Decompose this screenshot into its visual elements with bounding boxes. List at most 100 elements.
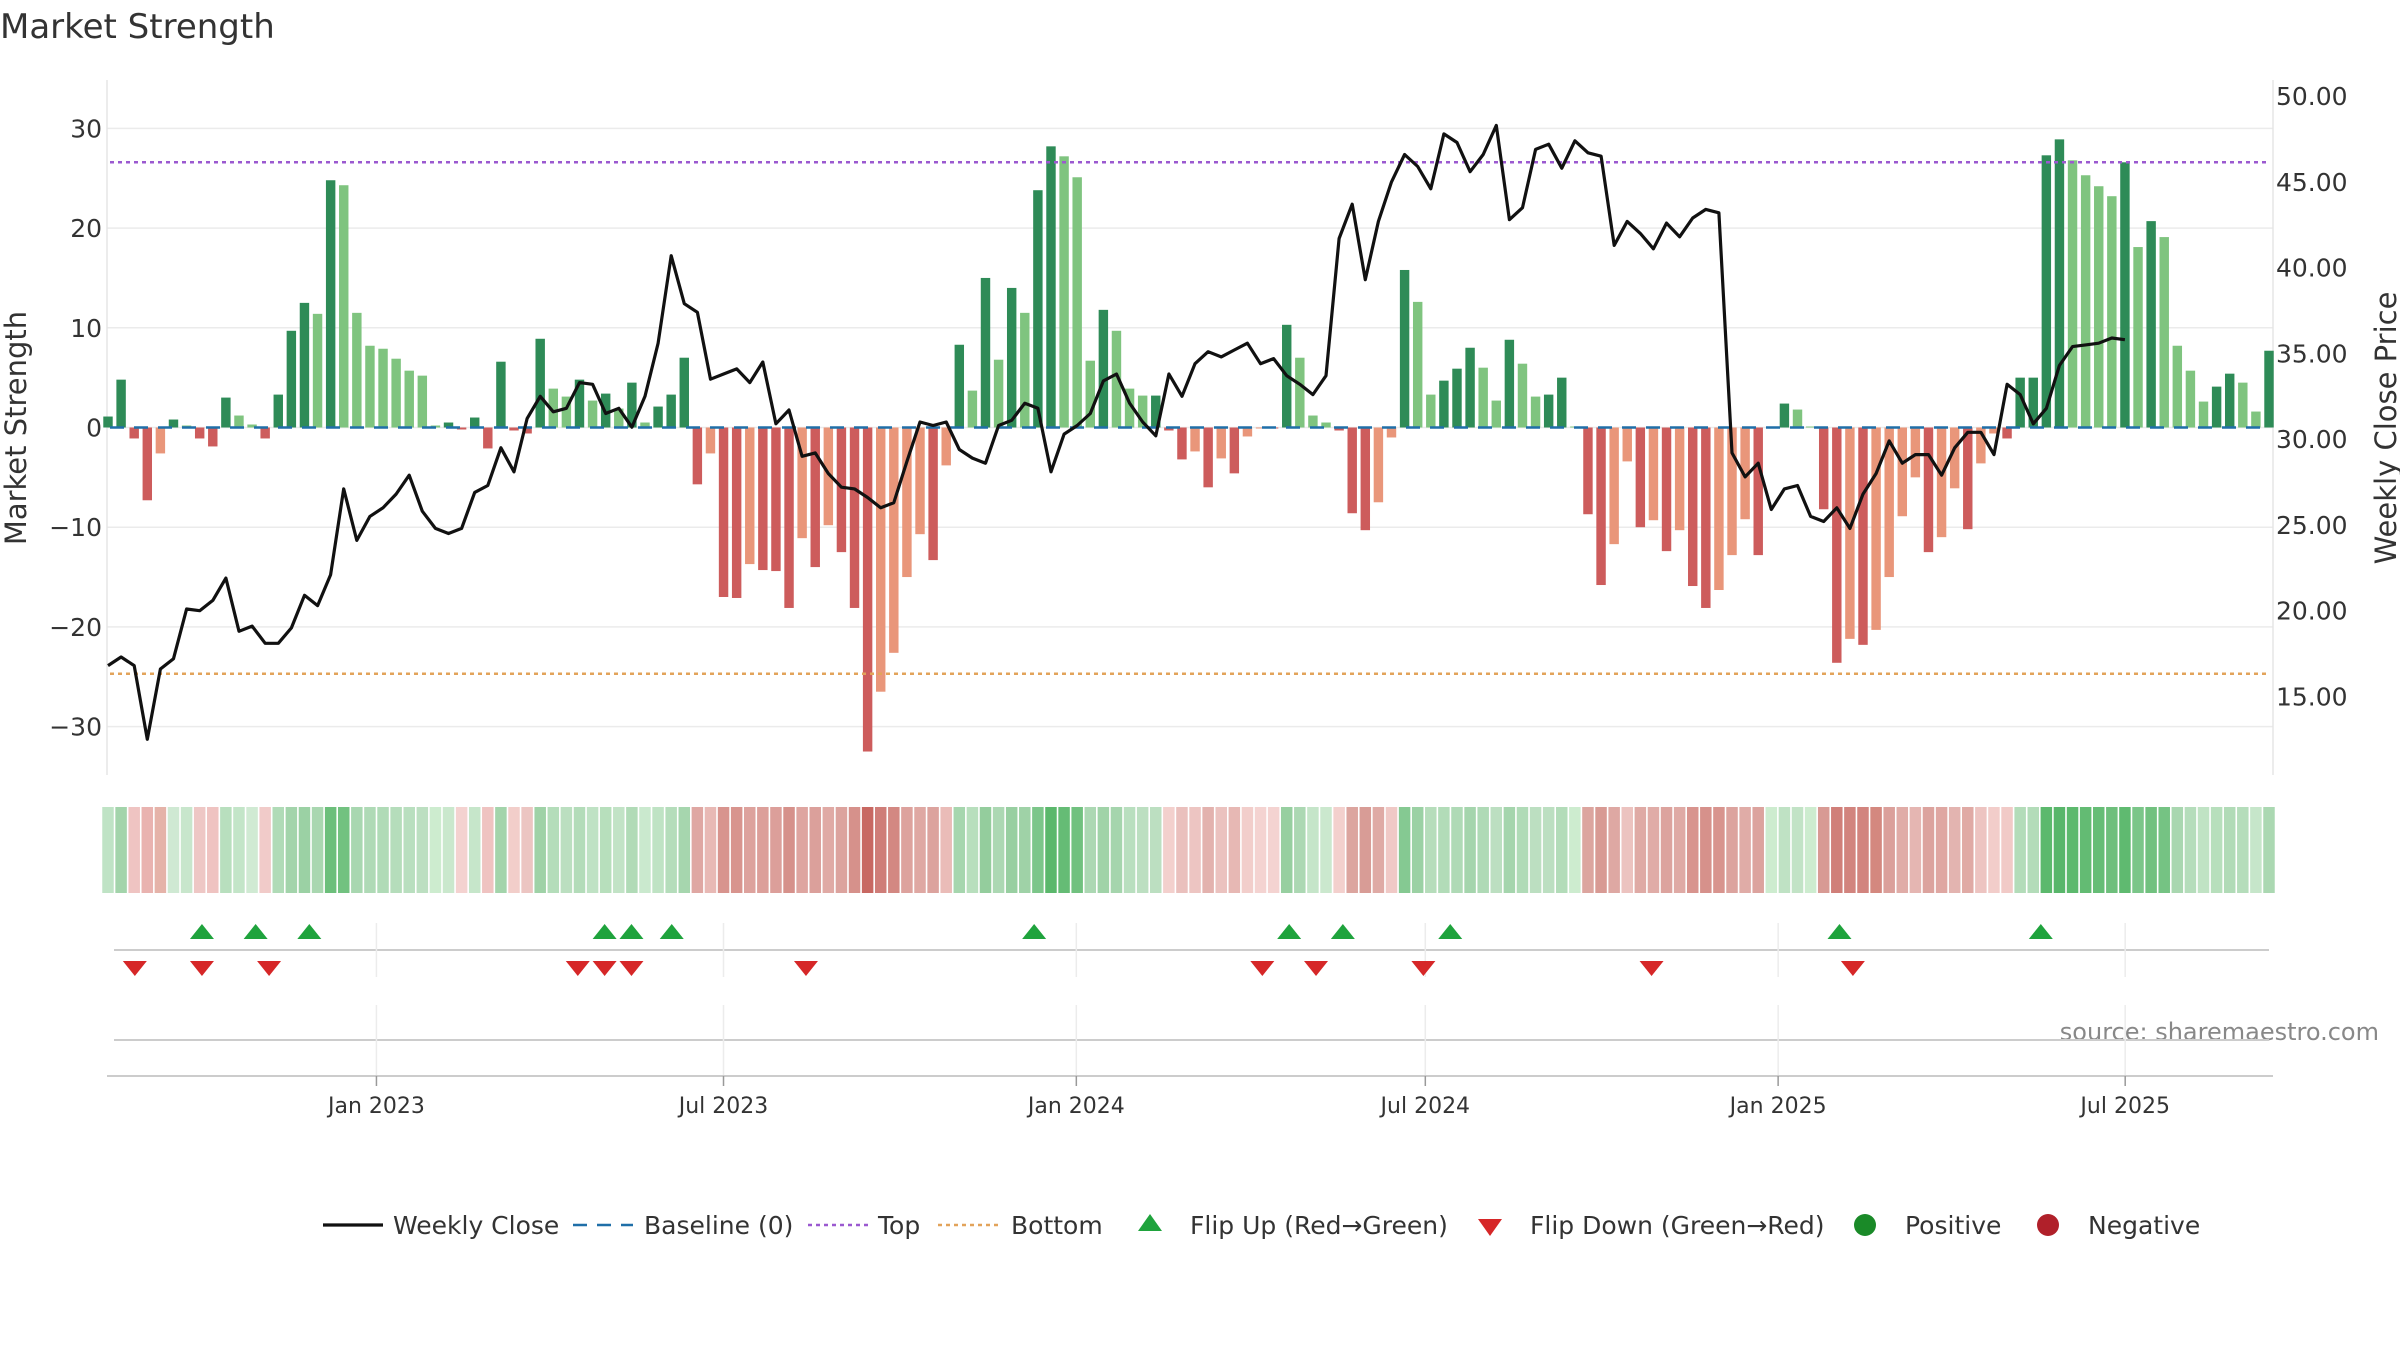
strength-cell [2119,807,2131,893]
strength-cell [861,807,874,893]
strength-bar [993,359,1004,428]
strength-bar [1190,427,1200,452]
strength-cell [1529,807,1542,893]
strength-bar [496,361,506,428]
strength-cell [207,807,219,893]
strength-cell [783,807,795,893]
strength-cell [1320,807,1332,893]
strength-bar [2133,247,2143,428]
strength-bar [1845,427,1855,639]
legend-label: Top [877,1211,920,1240]
strength-cell [979,807,992,893]
strength-cell [1176,807,1188,893]
strength-cell [2079,807,2092,893]
strength-cell [1896,807,1909,893]
strength-cell [2132,807,2144,893]
strength-bar [1216,427,1226,459]
strength-cell [966,807,979,893]
strength-cell [2014,807,2026,893]
strength-bar [1779,403,1790,428]
flip-down-marker [592,961,617,976]
strength-bar [836,427,847,553]
legend-label: Flip Up (Red→Green) [1190,1211,1448,1240]
strength-bar [1426,394,1436,428]
strength-bar [1308,415,1318,428]
strength-bar [1936,427,1947,538]
strength-bar [731,427,742,598]
strength-bar [2198,401,2209,428]
strength-cell [1058,807,1070,893]
strength-bar [2107,196,2117,428]
strength-cell [796,807,808,893]
strength-bar [2211,386,2222,428]
strength-cell [1542,807,1555,893]
strength-cell [1451,807,1463,893]
strength-cell [403,807,415,893]
flip-down-marker [189,961,214,976]
x-tick-label: Jul 2024 [1379,1094,1471,1119]
strength-bar [1465,347,1475,428]
strength-bar [1151,395,1161,428]
strength-bar [823,427,834,526]
strength-bar [299,302,310,428]
strength-bar [1976,427,1986,464]
strength-bar [116,379,126,428]
strength-cell [141,807,154,893]
strength-bar [234,415,244,428]
strength-cell [1726,807,1738,893]
strength-cell [311,807,324,893]
strength-bar [1517,363,1528,428]
strength-cell [1975,807,1987,893]
strength-bar [1137,395,1148,428]
strength-bar [548,388,559,428]
strength-cell [2145,807,2157,893]
strength-cell [1123,807,1136,893]
strength-cell [1909,807,1922,893]
strength-cell [901,807,913,893]
strength-bar [1255,427,1266,429]
strength-cell [2263,807,2275,893]
strength-bar [967,390,978,428]
strength-bar [1661,427,1672,552]
strength-bar [1020,312,1030,428]
strength-bar [1897,427,1907,517]
strength-cell [1634,807,1647,893]
strength-cell [1778,807,1791,893]
strength-cell [1005,807,1018,893]
strength-cell [1019,807,1031,893]
strength-cell [586,807,599,893]
strength-bar [1177,427,1187,460]
strength-cell [678,807,691,893]
strength-bar [1648,427,1659,521]
flip-down-marker [257,961,282,976]
strength-bar [378,348,388,428]
strength-cell [914,807,926,893]
strength-bar [2172,345,2183,428]
flip-down-marker [1639,961,1664,976]
strength-cell [2001,807,2013,893]
strength-bar [2146,221,2156,428]
strength-bar [1504,339,1515,428]
strength-bar [1373,427,1384,503]
strength-bar [1098,309,1109,428]
strength-bar [391,358,401,428]
strength-bar [535,338,545,428]
strength-cell [2158,807,2170,893]
strength-bar [168,419,179,428]
strength-cell [2027,807,2040,893]
flip-up-marker [1277,924,1302,939]
strength-cell [1110,807,1123,893]
y-tick-label: 10 [70,314,102,343]
strength-cell [1948,807,1961,893]
strength-bar [1688,427,1698,587]
strength-cell [1752,807,1764,893]
strength-bar [1596,427,1606,586]
strength-cell [1385,807,1398,893]
strength-cell [1150,807,1162,893]
strength-bar [1412,301,1423,428]
strength-bar [797,427,807,539]
strength-bar [1714,427,1724,591]
y-tick-label: −20 [49,613,102,642]
strength-cell [1556,807,1568,893]
strength-cell [1922,807,1935,893]
